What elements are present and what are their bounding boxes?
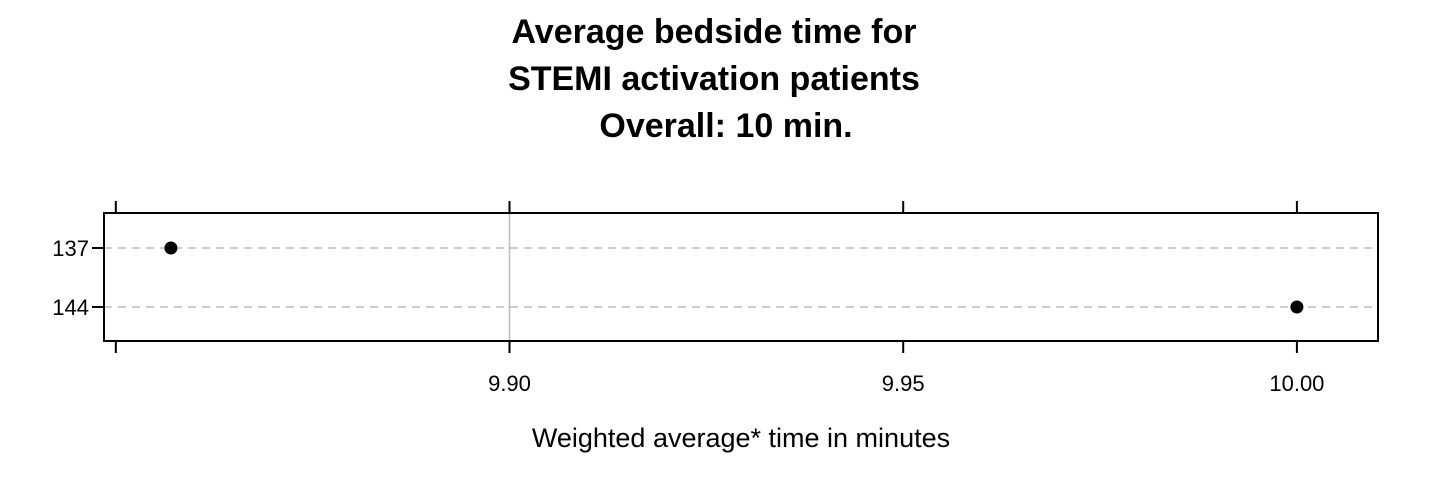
x-tick-label-2: 9.95 xyxy=(882,371,925,396)
y-tick-label-137: 137 xyxy=(52,236,89,261)
plot-frame xyxy=(103,212,1379,342)
chart-title: Average bedside time for STEMI activatio… xyxy=(508,13,920,145)
data-points xyxy=(164,241,1304,314)
x-axis-label: Weighted average* time in minutes xyxy=(532,423,950,453)
y-axis-tick-labels: 137 144 xyxy=(52,236,89,320)
chart-title-line-2: STEMI activation patients xyxy=(508,60,920,98)
x-tick-label-1: 9.90 xyxy=(488,371,531,396)
chart-title-line-1: Average bedside time for xyxy=(512,13,917,51)
category-guide-lines xyxy=(104,247,1378,308)
y-axis-ticks xyxy=(92,247,104,308)
data-point-137 xyxy=(164,241,178,255)
x-tick-label-3: 10.00 xyxy=(1269,371,1324,396)
x-axis-ticks xyxy=(114,201,1298,353)
data-point-144 xyxy=(1290,300,1304,314)
y-tick-label-144: 144 xyxy=(52,295,89,320)
chart-title-line-3: Overall: 10 min. xyxy=(599,107,852,145)
x-axis-tick-labels: 9.90 9.95 10.00 xyxy=(488,371,1324,396)
